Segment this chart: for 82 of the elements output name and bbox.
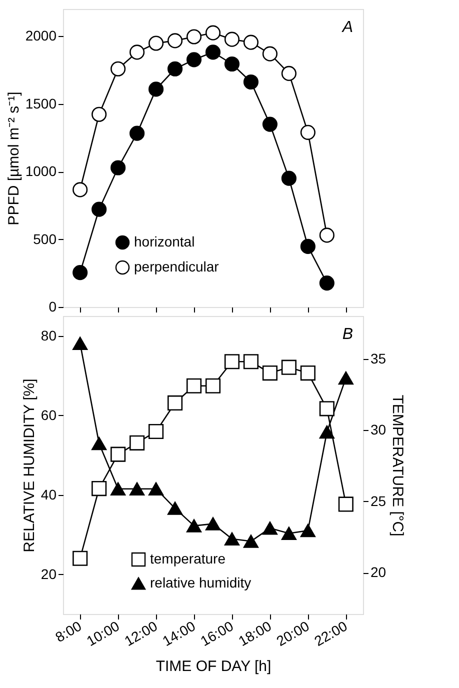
- point: [186, 29, 202, 44]
- point: [110, 160, 126, 176]
- y-tick-label: 2000: [25, 28, 57, 44]
- point: [262, 116, 278, 132]
- point: [72, 265, 88, 280]
- point: [186, 378, 202, 394]
- point: [319, 275, 334, 291]
- annotation: A: [341, 19, 353, 36]
- y2-tick-label: 25: [370, 492, 386, 509]
- point: [92, 480, 107, 496]
- point: [130, 482, 145, 496]
- point: [130, 435, 145, 450]
- point: [281, 526, 296, 540]
- point: [148, 82, 164, 97]
- point: [262, 522, 278, 535]
- point: [148, 424, 164, 440]
- point: [300, 124, 316, 140]
- y-tick-label: 20: [40, 566, 57, 582]
- point: [130, 44, 145, 60]
- point: [300, 365, 316, 381]
- point: [224, 32, 240, 47]
- y-tick-label: 40: [40, 486, 57, 502]
- point: [130, 126, 145, 141]
- y-tick-label: 1500: [25, 95, 57, 112]
- point: [300, 238, 316, 254]
- point: [319, 401, 334, 416]
- point: [281, 66, 296, 82]
- y-tick-label: 0: [48, 298, 57, 314]
- point: [72, 182, 88, 198]
- y2-tick-label: 30: [370, 422, 386, 438]
- point: [205, 378, 221, 394]
- point: [92, 436, 107, 450]
- y-axis-title: PPFD [µmol m⁻² s⁻¹]: [5, 92, 22, 226]
- point: [224, 354, 240, 370]
- point: [243, 34, 259, 50]
- y2-tick-label: 35: [370, 350, 386, 366]
- y2-axis-title: TEMPERATURE [°C]: [389, 394, 406, 536]
- point: [167, 502, 183, 515]
- legend-label: temperature: [150, 550, 226, 566]
- point: [243, 534, 259, 548]
- point: [205, 517, 221, 530]
- point: [167, 33, 183, 48]
- point: [243, 354, 259, 370]
- point: [262, 365, 278, 381]
- x-tick-label: 8:00: [52, 618, 84, 646]
- point: [110, 446, 126, 462]
- legend-label: perpendicular: [134, 258, 220, 274]
- legend-label: horizontal: [134, 234, 195, 250]
- point: [148, 36, 164, 51]
- point: [262, 46, 278, 62]
- point: [338, 371, 354, 385]
- point: [72, 550, 88, 566]
- x-axis-title: TIME OF DAY [h]: [156, 658, 272, 676]
- point: [167, 395, 183, 411]
- annotation: B: [342, 326, 354, 343]
- point: [205, 25, 221, 40]
- legend-label: relative humidity: [150, 574, 252, 590]
- point: [186, 519, 202, 532]
- point: [72, 336, 88, 350]
- point: [148, 482, 164, 496]
- point: [224, 532, 240, 546]
- point: [224, 56, 240, 72]
- point: [92, 106, 107, 122]
- y-tick-label: 80: [40, 327, 57, 344]
- point: [167, 61, 183, 76]
- y-axis-title: RELATIVE HUMIDITY [%]: [20, 378, 38, 552]
- point: [281, 360, 296, 375]
- y-tick-label: 60: [40, 406, 57, 423]
- point: [110, 61, 126, 76]
- point: [281, 170, 296, 186]
- point: [186, 52, 202, 68]
- point: [205, 44, 221, 60]
- point: [92, 202, 107, 217]
- point: [319, 425, 334, 439]
- y-tick-label: 1000: [25, 163, 57, 180]
- y-tick-label: 500: [33, 230, 57, 247]
- point: [243, 74, 259, 90]
- y2-tick-label: 20: [370, 564, 386, 580]
- point: [338, 496, 354, 512]
- point: [110, 482, 126, 496]
- point: [300, 524, 316, 538]
- point: [319, 228, 334, 243]
